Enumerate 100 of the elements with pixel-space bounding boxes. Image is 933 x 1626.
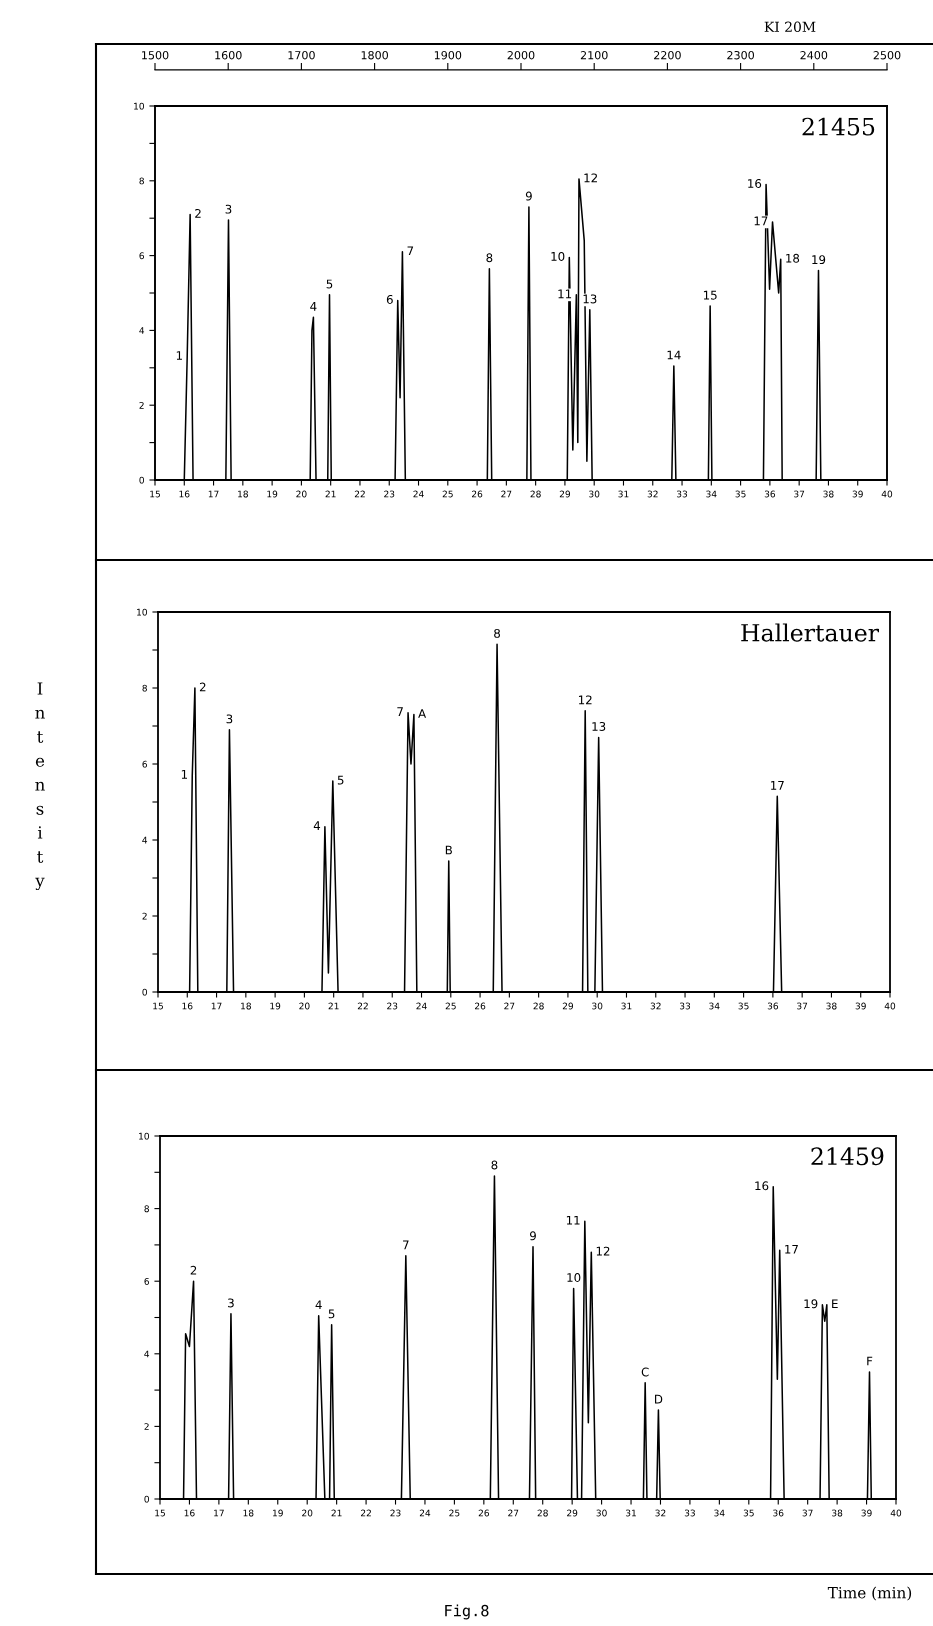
x2-tick-label: 1900 (434, 51, 462, 60)
annotation: 19 (812, 255, 826, 265)
x-tick-label: 28 (533, 1002, 544, 1010)
chart-title: Hallertauer (741, 623, 880, 642)
annotation: C (641, 1367, 649, 1377)
annotation: 9 (529, 1231, 536, 1241)
x2-tick-label: 2400 (800, 51, 828, 60)
annotation: 7 (397, 707, 403, 716)
x-tick-label: 28 (530, 490, 541, 498)
x-tick-label: 23 (390, 1509, 401, 1517)
x-tick-label: 29 (559, 490, 571, 498)
annotation: 16 (755, 1181, 769, 1191)
x-tick-label: 35 (738, 1002, 749, 1010)
x-tick-label: 16 (182, 1002, 193, 1010)
annotation: 11 (558, 289, 572, 299)
x-tick-label: 31 (618, 490, 629, 498)
x-tick-label: 19 (273, 1509, 283, 1517)
annotation: 10 (551, 251, 565, 261)
x-tick-label: 36 (773, 1509, 784, 1517)
x-tick-label: 21 (325, 490, 336, 498)
x-tick-label: 29 (562, 1002, 574, 1010)
annotation: 2 (195, 208, 201, 218)
x-tick-label: 20 (299, 1002, 310, 1010)
annotation: 4 (313, 821, 321, 830)
x-tick-label: 24 (416, 1002, 427, 1010)
annotation: 4 (315, 1300, 322, 1310)
annotation: E (832, 1299, 838, 1309)
annotation: 13 (583, 294, 597, 304)
annotation: 16 (748, 179, 762, 188)
x-tick-label: 23 (384, 490, 395, 498)
x-tick-label: 18 (243, 1509, 254, 1517)
x-axis-title: Time (min) (827, 1586, 912, 1601)
x-tick-label: 16 (179, 490, 190, 498)
annotation: 7 (403, 1240, 409, 1250)
x-tick-label: 17 (214, 1509, 224, 1517)
annotation: 12 (578, 695, 592, 705)
x-tick-label: 20 (296, 490, 307, 498)
annotation: 1 (176, 351, 182, 360)
x-tick-label: 27 (508, 1509, 519, 1517)
y-tick-label: 0 (139, 476, 144, 484)
annotation: 10 (567, 1273, 581, 1283)
y-tick-label: 6 (142, 760, 148, 768)
x-tick-label: 18 (238, 490, 248, 498)
x-tick-label: 26 (472, 490, 483, 498)
x-tick-label: 38 (826, 1002, 837, 1010)
annotation: F (867, 1356, 873, 1366)
chart-title: 21459 (811, 1147, 884, 1166)
x-tick-label: 35 (743, 1509, 754, 1517)
x-tick-label: 28 (537, 1509, 548, 1517)
x-tick-label: 31 (625, 1509, 636, 1517)
x-tick-label: 36 (767, 1002, 779, 1010)
x-tick-label: 31 (621, 1002, 632, 1010)
x-tick-label: 22 (361, 1509, 371, 1517)
x-tick-label: 21 (328, 1002, 339, 1010)
annotation: 6 (386, 294, 393, 304)
y-tick-label: 0 (144, 1495, 149, 1503)
annotation: 12 (596, 1246, 610, 1256)
x-tick-label: 17 (211, 1002, 222, 1010)
annotation: 8 (486, 253, 493, 263)
x-tick-label: 38 (832, 1509, 843, 1517)
y-tick-label: 2 (139, 401, 144, 409)
y-tick-label: 8 (144, 1205, 149, 1213)
annotation: 3 (228, 1298, 234, 1308)
y-tick-label: 4 (139, 327, 145, 334)
x-tick-label: 26 (478, 1509, 490, 1517)
annotation: 3 (225, 204, 232, 214)
x-tick-label: 25 (445, 1002, 456, 1010)
annotation: 4 (310, 302, 317, 311)
x-tick-label: 37 (794, 490, 805, 498)
x-tick-label: 37 (797, 1002, 808, 1010)
x-tick-label: 39 (852, 490, 863, 498)
x-tick-label: 17 (208, 490, 219, 498)
x-tick-label: 22 (354, 490, 365, 498)
x-tick-label: 39 (861, 1509, 872, 1517)
x2-tick-label: 1600 (215, 51, 242, 60)
x-tick-label: 38 (823, 490, 834, 498)
x-tick-label: 25 (442, 490, 453, 498)
x-tick-label: 27 (504, 1002, 515, 1010)
y-tick-label: 10 (137, 608, 147, 616)
y-tick-label: 10 (139, 1132, 149, 1140)
x-tick-label: 15 (153, 1002, 163, 1010)
y-tick-label: 0 (142, 988, 147, 996)
x-tick-label: 33 (679, 1002, 691, 1010)
x-tick-label: 19 (267, 490, 278, 498)
annotation: 17 (771, 781, 784, 790)
x-tick-label: 25 (449, 1509, 460, 1517)
annotation: 9 (525, 191, 532, 201)
y-tick-label: 4 (144, 1350, 150, 1358)
annotation: D (655, 1394, 663, 1404)
annotation: 3 (226, 714, 233, 724)
annotation: 5 (337, 775, 344, 785)
annotation: 18 (786, 253, 800, 263)
x-tick-label: 21 (331, 1509, 342, 1517)
y-tick-label: 10 (134, 102, 144, 110)
x-tick-label: 16 (184, 1509, 195, 1517)
y-tick-label: 2 (144, 1423, 149, 1430)
x2-tick-label: 2000 (507, 51, 535, 60)
x2-tick-label: 2100 (580, 51, 608, 60)
x-tick-label: 37 (802, 1509, 813, 1517)
x-tick-label: 23 (387, 1002, 398, 1010)
